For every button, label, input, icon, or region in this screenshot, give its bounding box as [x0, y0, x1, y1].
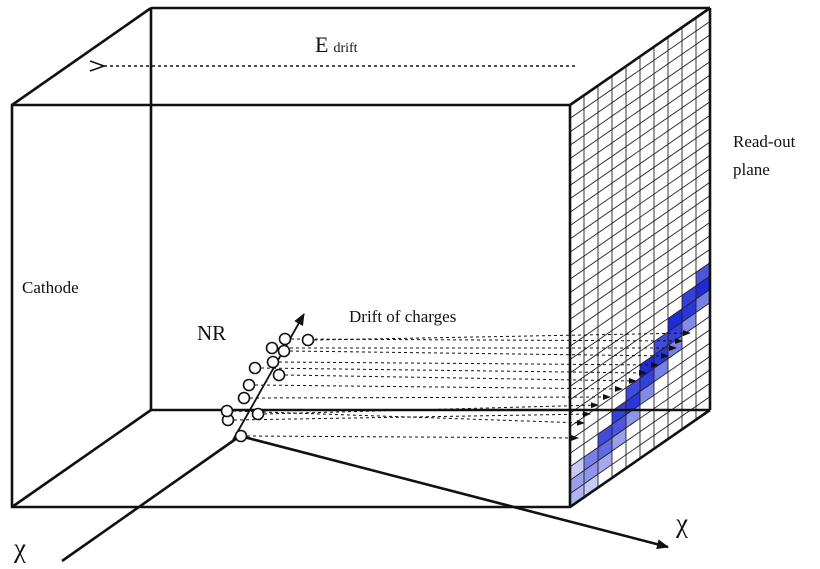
grid-line-row — [569, 289, 711, 387]
bottom-right-edge — [569, 408, 711, 509]
chi-in-label: χ — [13, 533, 26, 563]
grid-line-row — [569, 141, 711, 240]
grid-line-row — [569, 369, 711, 468]
grid-line-row — [569, 128, 711, 226]
hit-cell — [696, 289, 710, 313]
drift-line — [263, 402, 599, 415]
hit-cell — [612, 428, 626, 452]
grid-line-row — [569, 168, 711, 267]
hit-cell — [570, 470, 584, 494]
ionization-electrons — [220, 332, 315, 443]
grid-line-row — [569, 262, 711, 360]
outgoing-wimp-track — [239, 434, 669, 550]
electron — [251, 407, 265, 421]
drift-line — [232, 410, 585, 426]
grid-line-row — [569, 382, 711, 481]
drift-line — [233, 411, 591, 421]
grid-line-row — [569, 356, 711, 454]
hit-cell — [682, 299, 696, 323]
nr-label: NR — [197, 321, 226, 345]
electron — [242, 378, 256, 392]
drift-line — [246, 434, 579, 441]
electron — [272, 368, 286, 382]
electron — [278, 332, 292, 346]
grid-line-row — [569, 34, 711, 133]
electron — [248, 361, 262, 375]
readout-plane-label: Read-out plane — [733, 132, 800, 179]
drift-line — [284, 374, 637, 384]
grid-line-row — [569, 74, 711, 173]
grid-line-row — [569, 88, 711, 186]
hit-cell — [598, 437, 612, 461]
hit-cell — [584, 474, 598, 498]
hit-cell — [598, 451, 612, 475]
chi-out-label: χ — [675, 508, 688, 538]
electron — [301, 333, 315, 347]
electron — [220, 404, 234, 418]
front-face — [10, 103, 572, 509]
drift-line — [254, 384, 623, 392]
charge-drift-lines — [232, 330, 691, 441]
hit-cell — [570, 483, 584, 507]
hit-cell — [612, 414, 626, 438]
drift-line — [260, 367, 647, 376]
hit-cell — [598, 424, 612, 448]
hit-cell — [654, 331, 668, 355]
grid-line-row — [569, 114, 711, 213]
drift-box — [10, 6, 712, 509]
grid-line-row — [569, 248, 711, 347]
hit-cell — [584, 460, 598, 484]
grid-line-row — [569, 342, 711, 441]
grid-line-row — [569, 208, 711, 307]
grid-line-row — [569, 101, 711, 200]
hit-cell — [682, 312, 696, 336]
hit-cell — [584, 447, 598, 471]
drift-line — [249, 394, 611, 401]
drift-of-charges-label: Drift of charges — [349, 307, 456, 326]
electron — [266, 355, 280, 369]
grid-line-row — [569, 181, 711, 280]
bottom-left-edge — [11, 408, 152, 509]
top-left-edge — [11, 6, 152, 107]
grid-line-row — [569, 155, 711, 253]
incoming-wimp-track — [61, 434, 241, 563]
grid-line-row — [569, 21, 711, 119]
grid-line-row — [569, 222, 711, 320]
readout-grid — [569, 7, 711, 508]
hit-cell — [640, 381, 654, 405]
nuclear-recoil-track — [232, 313, 305, 441]
cathode-label: Cathode — [22, 278, 79, 297]
grid-line-row — [569, 302, 711, 401]
electron — [237, 391, 251, 405]
readout-plane — [569, 7, 711, 508]
grid-line-row — [569, 47, 711, 146]
top-right-edge — [569, 6, 711, 107]
hit-cell — [696, 276, 710, 300]
hit-cell — [654, 358, 668, 382]
grid-line-row — [569, 235, 711, 334]
hit-cell — [696, 262, 710, 286]
hit-cell — [570, 457, 584, 481]
electron — [277, 344, 291, 358]
hit-cell — [682, 285, 696, 309]
grid-line-row — [569, 275, 711, 374]
drift-line — [290, 337, 683, 344]
hit-cell — [640, 368, 654, 392]
grid-line-row — [569, 195, 711, 293]
hit-cell — [612, 401, 626, 425]
electron — [265, 341, 279, 355]
hit-cell — [668, 308, 682, 332]
electron — [234, 429, 248, 443]
drift-line — [313, 330, 691, 341]
grid-line-row — [569, 396, 711, 494]
grid-line-row — [569, 61, 711, 159]
